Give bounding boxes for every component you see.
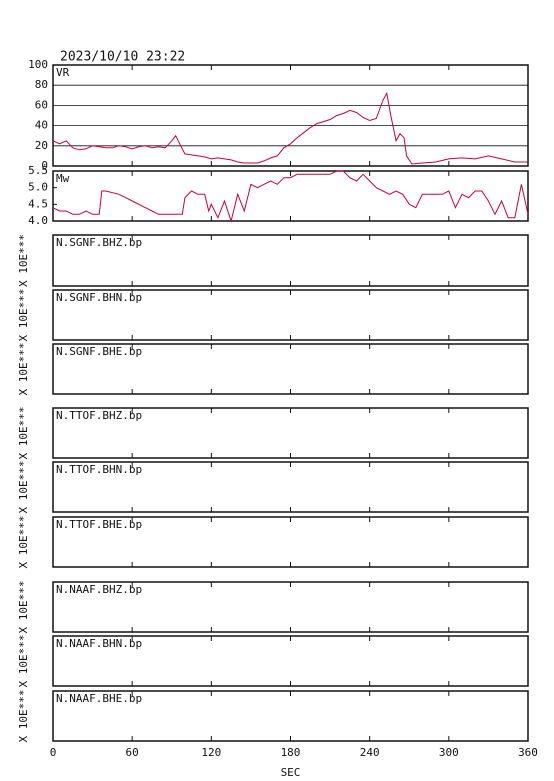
y-tick-label: 40: [35, 119, 48, 132]
y-axis-label: X 10E***: [17, 234, 30, 287]
panel-label: VR: [56, 66, 70, 79]
panel-label: N.NAAF.BHE.bp: [56, 692, 142, 705]
x-tick-label: 60: [126, 746, 139, 759]
panel-label: N.SGNF.BHZ.bp: [56, 236, 142, 249]
y-axis-label: X 10E***: [17, 690, 30, 743]
y-axis-label: X 10E***: [17, 289, 30, 342]
y-tick-label: 4.5: [28, 197, 48, 210]
panel-label: N.NAAF.BHN.bp: [56, 637, 142, 650]
x-tick-label: 180: [281, 746, 301, 759]
panel-label: N.SGNF.BHE.bp: [56, 345, 142, 358]
data-line: [52, 170, 529, 223]
y-tick-label: 20: [35, 139, 48, 152]
y-tick-label: 60: [35, 98, 48, 111]
panel-label: N.NAAF.BHZ.bp: [56, 583, 142, 596]
y-axis-label: X 10E***: [17, 407, 30, 460]
y-axis-label: X 10E***: [17, 461, 30, 514]
y-axis-label: X 10E***: [17, 635, 30, 688]
y-axis-label: X 10E***: [17, 343, 30, 396]
y-tick-label: 100: [28, 58, 48, 71]
y-tick-label: 0: [41, 159, 48, 172]
x-tick-label: 360: [518, 746, 538, 759]
y-tick-label: 5.0: [28, 181, 48, 194]
panel-label: Mw: [56, 172, 70, 185]
y-tick-label: 4.0: [28, 214, 48, 227]
x-tick-label: 240: [360, 746, 380, 759]
x-tick-label: 120: [201, 746, 221, 759]
data-line: [52, 91, 528, 165]
panel-label: N.TTOF.BHZ.bp: [56, 409, 142, 422]
panel-label: N.TTOF.BHN.bp: [56, 463, 142, 476]
panel-label: N.TTOF.BHE.bp: [56, 518, 142, 531]
chart-title: 2023/10/10 23:22: [60, 50, 185, 65]
x-tick-label: 300: [439, 746, 459, 759]
x-tick-label: 0: [50, 746, 57, 759]
y-axis-label: X 10E***: [17, 516, 30, 569]
y-tick-label: 80: [35, 78, 48, 91]
panel-frame: [52, 170, 529, 222]
panel-frame: [52, 64, 529, 167]
y-axis-label: X 10E***: [17, 581, 30, 634]
x-axis-label: SEC: [281, 766, 301, 779]
panel-label: N.SGNF.BHN.bp: [56, 291, 142, 304]
y-tick-label: 5.5: [28, 164, 48, 177]
